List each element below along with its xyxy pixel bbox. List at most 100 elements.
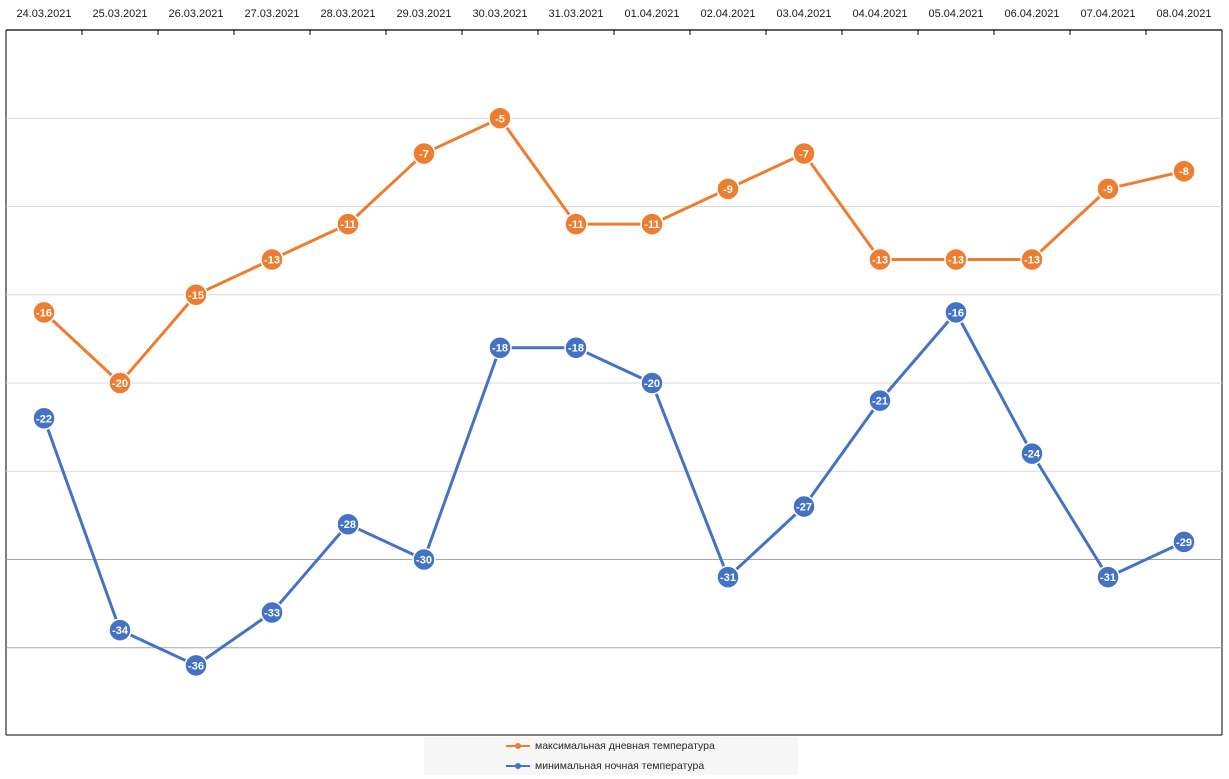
data-marker [640,371,664,395]
data-label: -5 [495,113,505,125]
data-point: -31 [716,565,740,589]
data-marker [184,283,208,307]
data-point: -16 [32,300,56,325]
x-tick-label: 05.04.2021 [928,8,983,20]
data-marker [1172,159,1196,183]
legend-item-min[interactable]: минимальная ночная температура [506,758,704,774]
series-points: -16 -20 -15 -13 -11 -7 -5 -11 -11 -9 -7 -13 -13 -13 -9… [32,106,1196,678]
data-label: -28 [340,519,356,531]
data-point: -24 [1020,441,1044,466]
data-label: -18 [492,343,508,355]
data-marker [184,653,208,678]
data-label: -36 [188,660,204,672]
data-label: -22 [36,413,52,425]
data-point: -9 [1096,177,1120,201]
gridlines [5,30,1223,736]
data-marker [32,300,56,325]
data-label: -29 [1176,537,1192,549]
x-tick-label: 29.03.2021 [396,8,451,20]
data-point: -18 [564,335,588,360]
data-point: -18 [488,335,512,360]
data-marker [1096,565,1120,589]
data-point: -20 [640,371,664,395]
data-point: -30 [412,547,436,572]
data-point: -21 [868,388,892,413]
data-marker [640,212,664,236]
x-tick-label: 07.04.2021 [1080,8,1135,20]
data-point: -8 [1172,159,1196,183]
data-marker [564,335,588,360]
data-point: -16 [944,300,968,325]
data-point: -20 [108,371,132,395]
data-point: -13 [1020,247,1044,272]
data-label: -11 [340,219,355,231]
data-marker [336,512,360,536]
data-label: -13 [948,254,964,266]
data-marker [260,600,284,625]
data-label: -16 [36,307,52,319]
data-marker [1020,441,1044,466]
data-label: -24 [1024,449,1041,461]
data-marker [944,300,968,325]
data-label: -8 [1179,166,1189,178]
x-axis: 24.03.2021 25.03.2021 26.03.2021 27.03.2021… [5,8,1223,35]
data-label: -31 [1100,572,1116,584]
data-point: -33 [260,600,284,625]
data-marker [1020,247,1044,272]
x-tick-label: 24.03.2021 [16,8,71,20]
data-label: -13 [264,254,280,266]
data-label: -13 [872,254,888,266]
data-label: -20 [112,378,128,390]
x-tick-label: 06.04.2021 [1004,8,1059,20]
x-tick-label: 08.04.2021 [1156,8,1211,20]
data-label: -7 [799,149,809,161]
series-lines [42,116,1185,667]
legend-item-max[interactable]: максимальная дневная температура [506,738,715,754]
data-marker [1172,530,1196,554]
data-label: -11 [644,219,659,231]
data-point: -13 [260,247,284,272]
data-marker [412,547,436,572]
data-point: -13 [868,247,892,272]
legend-swatch-max [506,738,530,754]
data-marker [564,212,588,236]
x-tick-label: 01.04.2021 [624,8,679,20]
data-marker [412,141,436,166]
data-label: -34 [112,625,129,637]
x-tick-label: 03.04.2021 [776,8,831,20]
x-tick-label: 02.04.2021 [700,8,755,20]
legend-swatch-min [506,758,530,774]
x-tick-label: 30.03.2021 [472,8,527,20]
data-point: -15 [184,283,208,307]
data-point: -34 [108,618,132,642]
data-marker [868,388,892,413]
data-point: -7 [792,141,816,166]
data-label: -21 [872,396,888,408]
data-marker [32,406,56,431]
x-tick-label: 04.04.2021 [852,8,907,20]
data-point: -27 [792,494,816,519]
data-point: -11 [564,212,588,236]
data-label: -20 [644,378,660,390]
data-point: -28 [336,512,360,536]
x-tick-label: 27.03.2021 [244,8,299,20]
data-marker [488,106,512,130]
data-point: -29 [1172,530,1196,554]
data-label: -11 [568,219,583,231]
data-label: -16 [948,307,964,319]
data-marker [792,494,816,519]
x-tick-label: 26.03.2021 [168,8,223,20]
data-label: -33 [264,607,280,619]
data-label: -27 [796,502,812,514]
data-point: -36 [184,653,208,678]
data-label: -30 [416,555,432,567]
data-point: -9 [716,177,740,201]
data-label: -31 [720,572,736,584]
data-point: -11 [336,212,360,236]
data-point: -5 [488,106,512,130]
data-point: -13 [944,247,968,272]
data-point: -22 [32,406,56,431]
data-point: -7 [412,141,436,166]
data-label: -9 [1103,184,1113,196]
